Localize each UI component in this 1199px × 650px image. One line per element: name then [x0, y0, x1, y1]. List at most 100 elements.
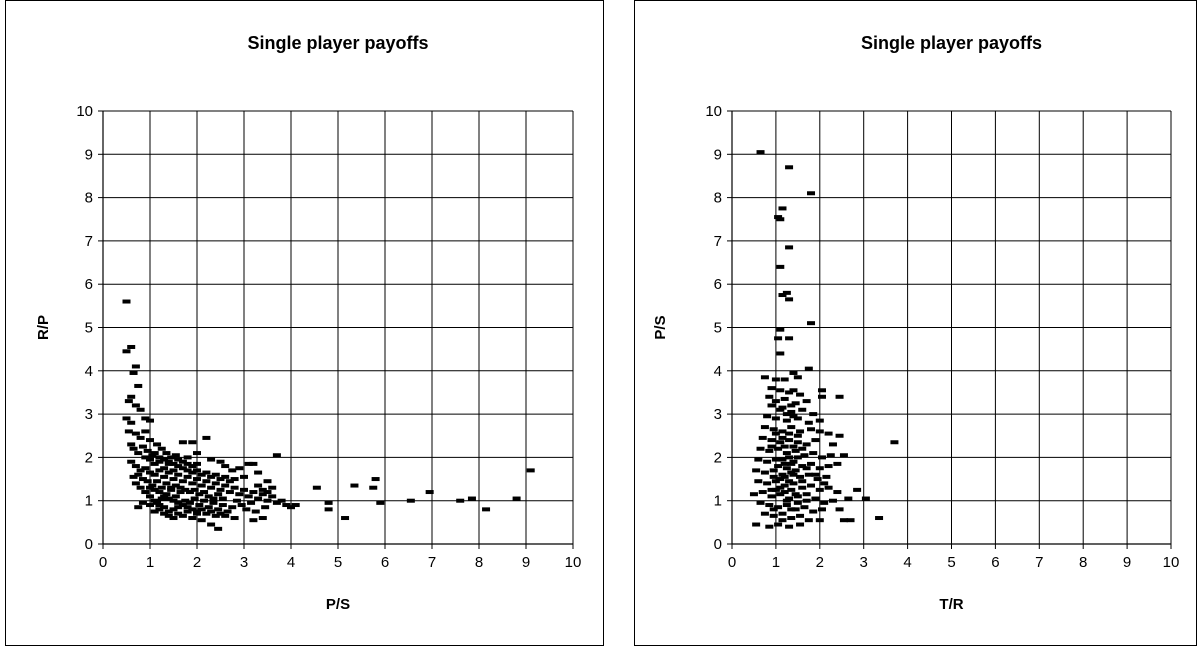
- data-point: [828, 498, 837, 503]
- data-point: [190, 496, 199, 501]
- data-point: [324, 507, 333, 512]
- data-point: [767, 438, 776, 443]
- data-point: [150, 472, 159, 477]
- data-point: [789, 444, 798, 449]
- data-point: [791, 492, 800, 497]
- data-point: [282, 503, 291, 508]
- data-point: [254, 470, 263, 475]
- data-point: [804, 366, 813, 371]
- data-point: [155, 468, 164, 473]
- data-point: [169, 498, 178, 503]
- data-point: [185, 500, 194, 505]
- data-point: [146, 503, 154, 508]
- data-point: [778, 518, 787, 523]
- data-point: [221, 464, 230, 469]
- data-point: [197, 507, 206, 512]
- data-point: [776, 492, 785, 497]
- data-point: [183, 474, 192, 479]
- data-point: [207, 474, 216, 479]
- y-tick-label: 8: [85, 190, 93, 207]
- data-point: [160, 457, 169, 462]
- data-point: [815, 418, 824, 423]
- data-point: [756, 500, 765, 505]
- data-point: [785, 431, 794, 436]
- data-point: [178, 440, 187, 445]
- data-point: [188, 507, 197, 512]
- data-point: [157, 485, 166, 490]
- data-point: [785, 496, 794, 501]
- data-point: [134, 472, 143, 477]
- data-point: [268, 485, 277, 490]
- data-point: [143, 448, 152, 453]
- data-point: [230, 516, 239, 521]
- data-point: [146, 494, 154, 499]
- data-point: [174, 500, 183, 505]
- data-point: [164, 470, 173, 475]
- data-point: [242, 507, 251, 512]
- data-point: [778, 206, 787, 211]
- data-point: [752, 468, 761, 473]
- y-tick-label: 10: [76, 103, 93, 120]
- data-point: [758, 435, 767, 440]
- x-axis-title: T/R: [939, 596, 963, 613]
- data-point: [200, 498, 209, 503]
- data-point: [341, 516, 350, 521]
- data-point: [807, 321, 816, 326]
- data-point: [774, 215, 783, 220]
- data-point: [749, 492, 758, 497]
- data-point: [258, 516, 267, 521]
- data-point: [771, 457, 780, 462]
- data-point: [131, 431, 140, 436]
- x-tick-label: 1: [772, 554, 780, 571]
- data-point: [833, 490, 842, 495]
- data-point: [793, 455, 802, 460]
- data-point: [164, 496, 173, 501]
- chart-panel-left: Single player payoffs 0 1 2 3 4 5 6 7 8 9 10 0 1 2 3 4 5 6…: [5, 0, 604, 646]
- data-point: [861, 496, 870, 501]
- data-point: [221, 474, 230, 479]
- data-point: [169, 507, 178, 512]
- data-point: [815, 518, 824, 523]
- data-point: [202, 511, 211, 516]
- y-tick-label: 4: [714, 363, 722, 380]
- data-point: [369, 485, 378, 490]
- data-point: [807, 427, 816, 432]
- data-point: [183, 455, 192, 460]
- y-tick-label: 1: [714, 493, 722, 510]
- data-point: [254, 496, 263, 501]
- data-point: [141, 466, 150, 471]
- data-point: [789, 472, 798, 477]
- x-tick-label: 5: [334, 554, 342, 571]
- data-point: [769, 468, 778, 473]
- data-point: [136, 485, 145, 490]
- data-point: [785, 438, 794, 443]
- data-point: [774, 446, 783, 451]
- data-point: [787, 470, 796, 475]
- data-point: [268, 494, 277, 499]
- data-point: [131, 403, 140, 408]
- x-tick-label: 6: [381, 554, 389, 571]
- data-point: [787, 409, 796, 414]
- data-point: [811, 496, 820, 501]
- data-point: [793, 433, 802, 438]
- data-point: [771, 487, 780, 492]
- data-point: [809, 412, 818, 417]
- data-point: [785, 524, 794, 529]
- data-point: [178, 479, 187, 484]
- data-point: [776, 264, 785, 269]
- data-point: [824, 485, 833, 490]
- y-tick-label: 2: [714, 449, 722, 466]
- data-point: [183, 468, 192, 473]
- data-point: [778, 472, 787, 477]
- data-point: [800, 505, 809, 510]
- data-point: [190, 487, 199, 492]
- data-point: [833, 461, 842, 466]
- data-point: [160, 474, 169, 479]
- data-point: [796, 513, 805, 518]
- chart-title: Single player payoffs: [861, 33, 1042, 53]
- data-point: [767, 403, 776, 408]
- x-tick-label: 8: [475, 554, 483, 571]
- data-point: [171, 453, 180, 458]
- data-point: [261, 505, 270, 510]
- data-point: [197, 483, 206, 488]
